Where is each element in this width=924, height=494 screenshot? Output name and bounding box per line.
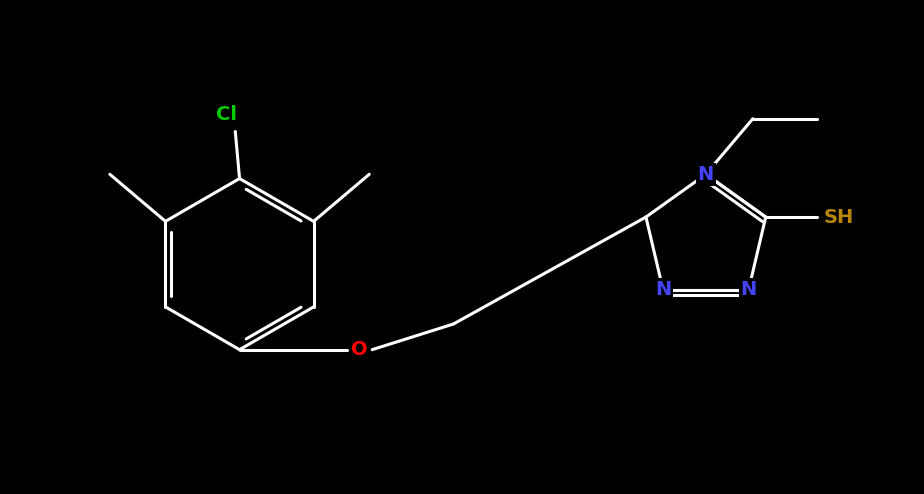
Text: Cl: Cl [216, 105, 237, 124]
Text: N: N [655, 280, 671, 299]
Text: O: O [351, 340, 368, 359]
Text: N: N [698, 165, 714, 184]
Text: N: N [740, 280, 757, 299]
Text: SH: SH [823, 207, 854, 227]
